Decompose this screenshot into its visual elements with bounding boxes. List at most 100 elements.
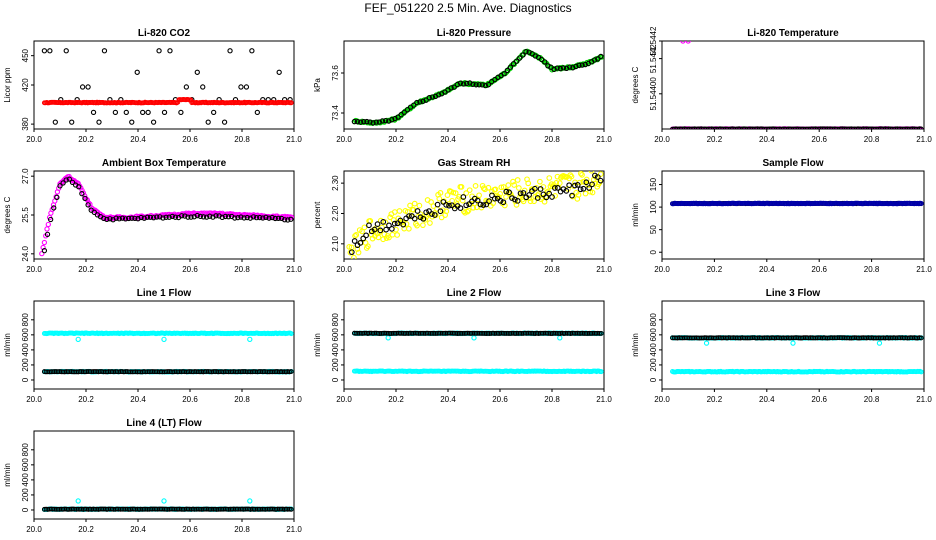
y-axis-label: ml/min (631, 333, 640, 357)
x-tick-label: 20.6 (182, 135, 198, 144)
x-tick-label: 21.0 (596, 265, 612, 274)
x-tick-label: 20.8 (544, 135, 560, 144)
raw-point (183, 84, 190, 90)
raw-point (132, 215, 138, 221)
averaged-point (411, 215, 418, 222)
averaged-point (569, 192, 575, 199)
averaged-point (400, 221, 407, 228)
x-tick-label: 20.8 (234, 525, 250, 534)
raw-point (687, 126, 692, 129)
raw-point (835, 126, 841, 129)
y-tick-label: 0 (21, 377, 30, 382)
chart-title: Li-820 CO2 (138, 28, 191, 39)
x-tick-label: 21.0 (596, 395, 612, 404)
averaged-point (44, 226, 50, 232)
raw-point (266, 215, 272, 221)
raw-point (355, 249, 362, 256)
raw-point (129, 215, 135, 221)
raw-point (476, 192, 482, 199)
chart-co2: Li-820 CO2 20.0 20.2 20.4 20.6 20.8 21.0 380 420… (3, 28, 302, 144)
averaged-point (446, 202, 452, 209)
raw-point (41, 248, 48, 254)
raw-point (500, 184, 507, 190)
averaged-point (592, 172, 598, 179)
raw-point (738, 126, 744, 129)
raw-point (194, 212, 200, 219)
raw-point (211, 109, 217, 116)
raw-point (138, 214, 144, 221)
raw-point (444, 192, 451, 198)
x-tick-label: 20.0 (26, 265, 42, 274)
raw-point (761, 126, 767, 129)
raw-point (814, 126, 820, 129)
y-tick-label: 800 (649, 313, 658, 327)
line2-high-raw-point (596, 330, 602, 336)
points-layer (346, 171, 604, 259)
raw-point (69, 179, 76, 185)
raw-point (411, 200, 418, 207)
raw-point (804, 126, 810, 129)
averaged-point (520, 190, 527, 196)
raw-point (249, 48, 255, 54)
averaged-point (583, 179, 590, 186)
averaged-point (572, 182, 578, 189)
raw-point (797, 126, 803, 129)
y-axis-label: ml/min (3, 333, 12, 357)
averaged-point (417, 214, 424, 221)
y-tick-label: 27.0 (21, 168, 30, 184)
averaged-point (589, 181, 595, 188)
averaged-point (41, 239, 48, 246)
raw-point (414, 222, 420, 229)
line1-high-outlier (75, 336, 81, 343)
x-tick-label: 21.0 (596, 135, 612, 144)
averaged-point (420, 215, 427, 222)
chart-title: Ambient Box Temperature (102, 158, 227, 169)
raw-point (514, 177, 521, 183)
averaged-point (597, 177, 604, 184)
raw-point (160, 215, 166, 221)
raw-point (501, 71, 507, 77)
raw-point (112, 109, 119, 116)
raw-point (191, 214, 197, 220)
raw-point (534, 192, 541, 199)
raw-point (82, 195, 88, 202)
raw-point (833, 126, 839, 129)
averaged-point (383, 226, 389, 233)
raw-point (373, 119, 379, 125)
raw-point (556, 180, 563, 186)
line2-low-point (598, 369, 604, 375)
raw-point (154, 214, 160, 220)
x-tick-label: 20.2 (78, 135, 94, 144)
raw-point (451, 84, 457, 90)
raw-point (150, 215, 157, 221)
y-tick-label: 800 (21, 443, 30, 457)
raw-point (913, 126, 919, 129)
y-tick-label: 0 (331, 377, 340, 382)
averaged-point (366, 222, 372, 229)
averaged-point (437, 208, 444, 215)
raw-point (352, 233, 358, 239)
x-tick-label: 20.6 (811, 395, 827, 404)
raw-point (346, 244, 353, 250)
averaged-point (543, 194, 550, 201)
y-tick-label: 600 (21, 458, 30, 472)
averaged-point (577, 186, 584, 193)
raw-point (107, 216, 113, 222)
raw-point (227, 48, 233, 54)
raw-point (845, 126, 851, 129)
line3-low-point (918, 369, 924, 375)
y-tick-label: 800 (331, 313, 340, 327)
x-tick-label: 20.0 (26, 525, 42, 534)
points-layer (670, 41, 924, 129)
raw-point (465, 207, 472, 214)
raw-point (436, 195, 443, 202)
averaged-point (79, 187, 85, 194)
raw-point (479, 82, 485, 88)
averaged-point (431, 212, 438, 218)
raw-point (416, 202, 423, 209)
raw-point (437, 190, 444, 196)
x-tick-label: 20.8 (544, 395, 560, 404)
raw-point (122, 216, 129, 222)
x-tick-label: 21.0 (916, 265, 932, 274)
averaged-point (549, 194, 555, 200)
